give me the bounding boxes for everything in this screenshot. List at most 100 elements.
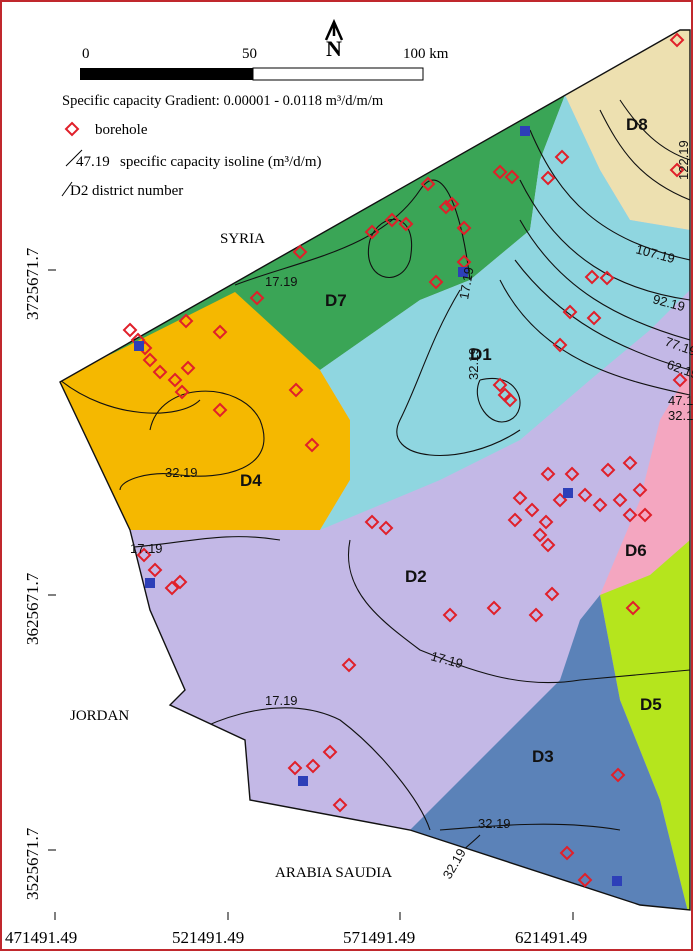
isoline-label: 17.19 xyxy=(265,693,298,708)
borehole xyxy=(136,547,152,563)
well-site xyxy=(145,578,155,588)
borehole xyxy=(332,797,348,813)
district-label: D3 xyxy=(532,747,554,766)
borehole xyxy=(364,514,380,530)
borehole xyxy=(212,402,228,418)
borehole xyxy=(512,490,528,506)
borehole xyxy=(152,364,168,380)
legend-district: district number xyxy=(92,183,183,199)
borehole xyxy=(147,562,163,578)
borehole xyxy=(249,290,265,306)
borehole xyxy=(528,607,544,623)
well-site xyxy=(298,776,308,786)
borehole xyxy=(592,497,608,513)
borehole xyxy=(559,845,575,861)
well-site xyxy=(520,126,530,136)
borehole xyxy=(288,382,304,398)
borehole xyxy=(507,512,523,528)
borehole xyxy=(577,487,593,503)
borehole xyxy=(341,657,357,673)
borehole xyxy=(540,466,556,482)
borehole xyxy=(586,310,602,326)
borehole xyxy=(532,527,548,543)
legend-district-sample: D2 xyxy=(70,183,88,199)
borehole xyxy=(502,392,518,408)
y-tick-label: 3625671.7 xyxy=(23,572,42,645)
legend-borehole: borehole xyxy=(95,122,148,138)
isoline-label: 17.19 xyxy=(130,541,163,556)
borehole xyxy=(504,169,520,185)
isoline-label: 122.19 xyxy=(676,140,691,180)
borehole xyxy=(584,269,600,285)
borehole xyxy=(486,600,502,616)
well-site xyxy=(563,488,573,498)
scale-bar-white xyxy=(252,67,424,81)
legend-gradient: Specific capacity Gradient: 0.00001 - 0.… xyxy=(62,93,384,109)
borehole xyxy=(622,455,638,471)
borehole xyxy=(178,313,194,329)
district-d6 xyxy=(600,370,690,595)
isoline-label: 47.19 xyxy=(668,393,693,408)
x-tick-label: 521491.49 xyxy=(172,928,244,947)
labels: 0 50 100 km N Specific capacity Gradient: 0.… xyxy=(5,36,693,947)
borehole xyxy=(167,372,183,388)
borehole xyxy=(304,437,320,453)
scale-label: 0 xyxy=(82,46,90,62)
borehole xyxy=(212,324,228,340)
country-label: ARABIA SAUDIA xyxy=(275,865,392,881)
borehole xyxy=(637,507,653,523)
legend-isoline-value: 47.19 xyxy=(76,154,110,170)
north-label: N xyxy=(326,36,342,61)
scale-label: 50 xyxy=(242,46,257,62)
district-label: D6 xyxy=(625,541,647,560)
district-label: D5 xyxy=(640,695,662,714)
borehole xyxy=(599,270,615,286)
borehole xyxy=(287,760,303,776)
boreholes xyxy=(48,32,688,920)
y-tick-label: 3525671.7 xyxy=(23,827,42,900)
x-tick-label: 571491.49 xyxy=(343,928,415,947)
borehole xyxy=(378,520,394,536)
borehole xyxy=(564,466,580,482)
borehole xyxy=(420,176,436,192)
north-arrow xyxy=(324,18,344,41)
borehole xyxy=(632,482,648,498)
x-tick-label: 471491.49 xyxy=(5,928,77,947)
isoline-label: 32.19 xyxy=(466,347,481,380)
borehole xyxy=(622,507,638,523)
x-tick-label: 621491.49 xyxy=(515,928,587,947)
scale-label: 100 km xyxy=(403,46,449,62)
borehole xyxy=(540,537,556,553)
borehole xyxy=(172,574,188,590)
district-d4 xyxy=(60,292,350,530)
borehole xyxy=(538,514,554,530)
district-d8 xyxy=(565,30,690,230)
borehole xyxy=(305,758,321,774)
isoline-label: 32.19 xyxy=(668,408,693,423)
borehole xyxy=(364,224,380,240)
borehole xyxy=(669,32,685,48)
borehole xyxy=(554,149,570,165)
district-d3 xyxy=(410,595,690,910)
borehole xyxy=(600,462,616,478)
borehole xyxy=(398,216,414,232)
isoline-label: 17.19 xyxy=(265,274,298,289)
borehole xyxy=(384,212,400,228)
borehole xyxy=(672,372,688,388)
borehole xyxy=(442,607,458,623)
boundary xyxy=(59,29,691,911)
district-label: D1 xyxy=(470,345,492,364)
borehole xyxy=(544,586,560,602)
borehole xyxy=(492,377,508,393)
borehole xyxy=(438,199,454,215)
borehole xyxy=(610,767,626,783)
borehole xyxy=(562,304,578,320)
district-label: D8 xyxy=(626,115,648,134)
y-tick-label: 3725671.7 xyxy=(23,247,42,320)
legend-district xyxy=(61,181,73,197)
district-label: D2 xyxy=(405,567,427,586)
borehole xyxy=(524,502,540,518)
legend-borehole xyxy=(64,121,80,137)
borehole xyxy=(456,220,472,236)
well-site xyxy=(458,267,468,277)
